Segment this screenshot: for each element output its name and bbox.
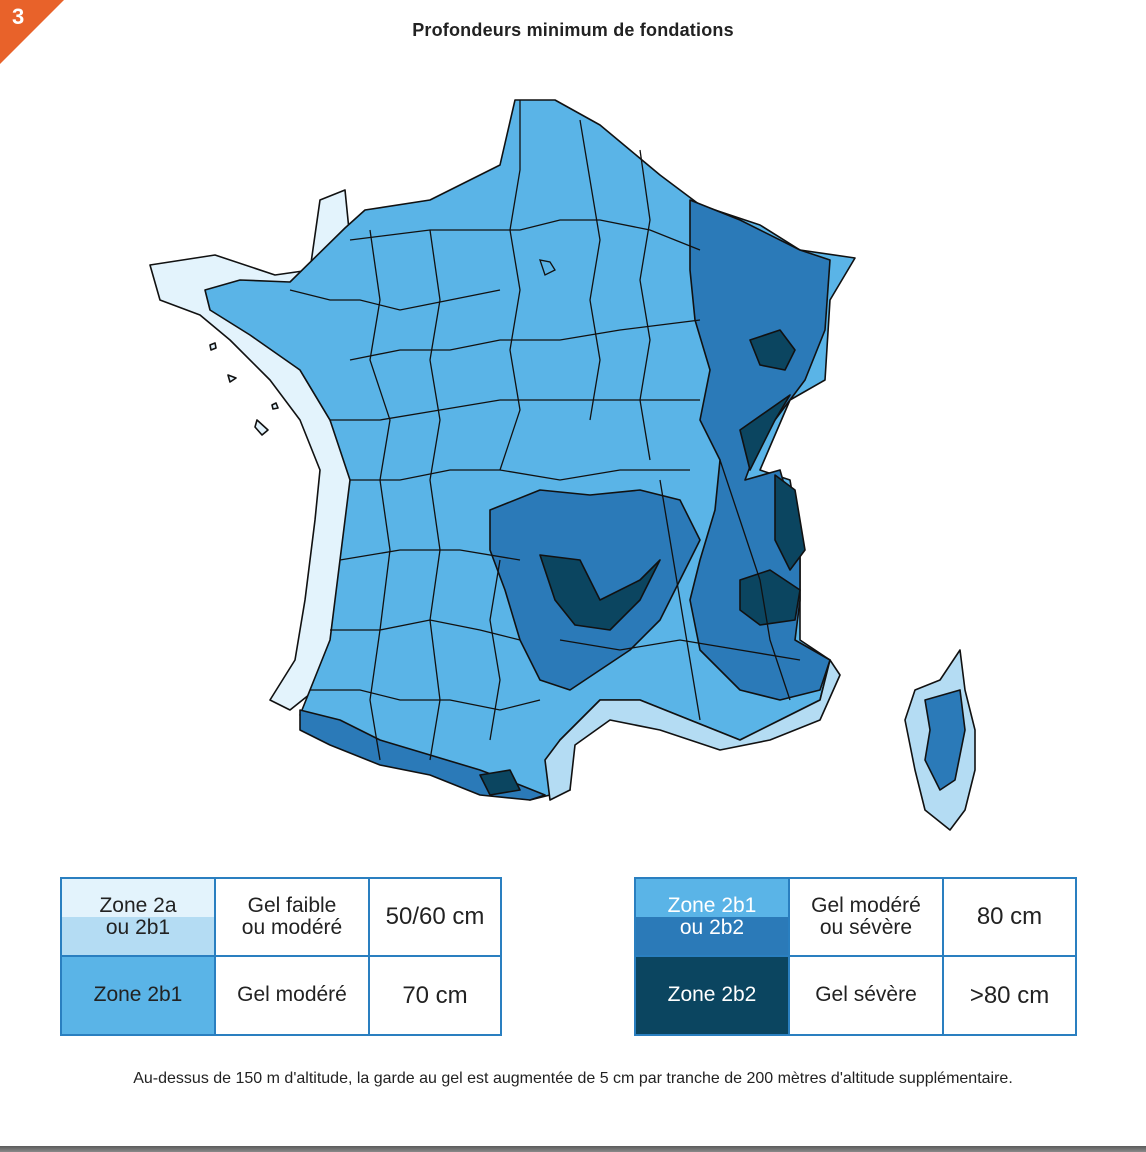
map-island-3 <box>254 419 269 436</box>
legend-frost-label: ou sévère <box>819 916 913 939</box>
page-title: Profondeurs minimum de fondations <box>412 20 734 40</box>
legend-zone-label: ou 2b1 <box>105 916 171 939</box>
legend-swatch-zone-2b2: Zone 2b2 <box>634 955 790 1036</box>
legend-swatch-zone-2b1: Zone 2b1 <box>60 955 216 1036</box>
legend-table-left: Zone 2a ou 2b1 Gel faible ou modéré 50/6… <box>60 877 502 1036</box>
legend-swatch-zone-2a-2b1: Zone 2a ou 2b1 <box>60 877 216 957</box>
chapter-number: 3 <box>12 4 25 29</box>
map-zone-2a-2b1-south <box>544 659 841 801</box>
legend-depth-value: 80 cm <box>942 877 1077 957</box>
map-zone-2b2-alps-south <box>739 569 801 626</box>
map-island-2 <box>227 374 237 383</box>
map-zone-2b1-2b2-east <box>689 199 831 701</box>
legend-swatch-zone-2b1-2b2: Zone 2b1 ou 2b2 <box>634 877 790 957</box>
legend-zone-label: Zone 2b1 <box>667 893 757 917</box>
legend-frost-label: Gel modéré <box>811 893 921 917</box>
legend-zone-label: ou 2b2 <box>679 916 745 939</box>
legend-frost-cell: Gel modéré ou sévère <box>788 877 944 957</box>
map-zone-2b2-alps <box>774 474 806 571</box>
legend-depth-value: 50/60 cm <box>368 877 502 957</box>
legend-frost-label: Gel modéré <box>214 955 370 1036</box>
legend-frost-cell: Gel faible ou modéré <box>214 877 370 957</box>
legend-frost-label: Gel faible <box>247 893 337 917</box>
map-department-borders <box>289 100 801 761</box>
altitude-footnote: Au-dessus de 150 m d'altitude, la garde … <box>133 1070 1013 1087</box>
map-zone-2b2-central <box>539 554 661 631</box>
map-island-1 <box>209 342 217 351</box>
map-island-4 <box>271 402 279 410</box>
map-zone-2b2-pyrenees <box>479 769 521 796</box>
legend-depth-value: 70 cm <box>368 955 502 1036</box>
map-zone-2b2-vosges <box>749 329 796 371</box>
legend-zone-label: Zone 2a <box>99 893 177 917</box>
legend-depth-value: >80 cm <box>942 955 1077 1036</box>
legend-table-right: Zone 2b1 ou 2b2 Gel modéré ou sévère 80 … <box>634 877 1077 1036</box>
legend-frost-label: Gel sévère <box>788 955 944 1036</box>
map-corsica-inner <box>924 689 966 791</box>
chapter-badge <box>0 0 64 64</box>
bottom-divider <box>0 1146 1146 1152</box>
map-zone-2b2-jura <box>739 394 791 471</box>
legend-frost-label: ou modéré <box>241 916 343 939</box>
france-frost-map <box>149 99 976 831</box>
